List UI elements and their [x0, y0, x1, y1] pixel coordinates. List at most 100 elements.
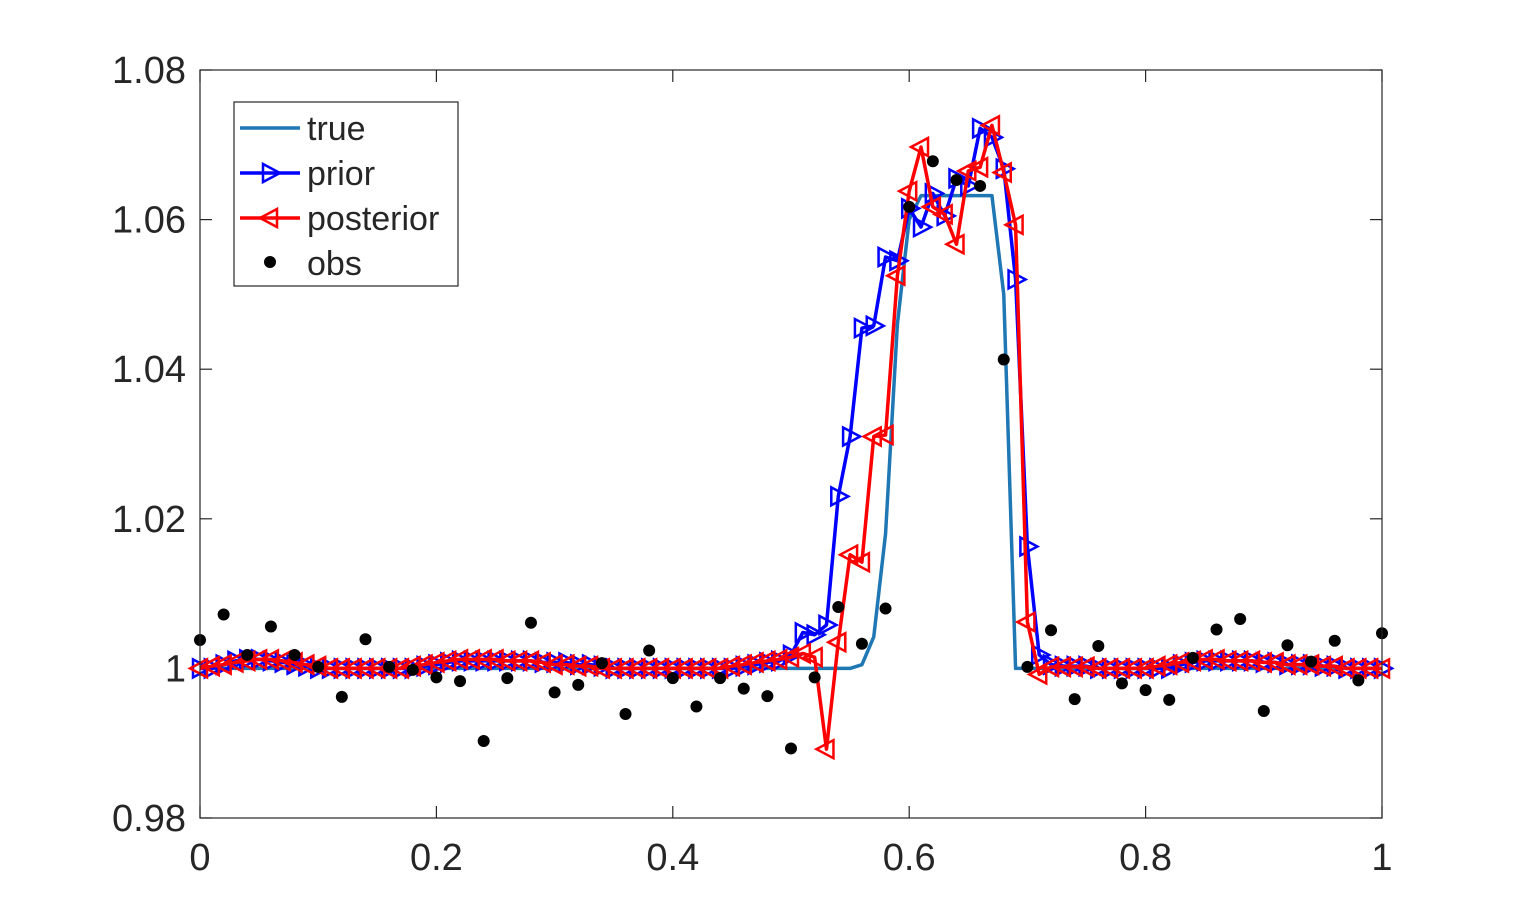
data-point-obs: [1234, 613, 1247, 626]
data-point-obs: [879, 602, 892, 615]
data-point-obs: [1186, 651, 1199, 664]
data-point-obs: [619, 708, 632, 721]
data-point-posterior: [1038, 655, 1060, 678]
data-point-posterior: [1345, 657, 1367, 680]
data-point-obs: [572, 678, 585, 691]
data-point-obs: [1139, 684, 1152, 697]
data-point-obs: [1092, 639, 1105, 652]
series-posterior: [187, 114, 1391, 761]
data-point-obs: [477, 734, 490, 747]
data-point-posterior: [920, 195, 942, 218]
data-point-posterior: [1251, 651, 1273, 674]
legend-label-true: true: [307, 110, 366, 148]
legend-marker-obs: [264, 256, 276, 268]
data-point-obs: [1115, 677, 1128, 690]
data-point-obs: [359, 633, 372, 646]
data-point-obs: [501, 672, 514, 685]
y-tick-label: 1.02: [112, 499, 186, 541]
legend-label-obs: obs: [307, 245, 362, 283]
legend-marker-prior: [261, 161, 283, 185]
data-point-posterior: [849, 551, 871, 574]
data-point-prior: [1030, 643, 1052, 667]
data-point-posterior: [541, 653, 563, 676]
data-point-obs: [548, 686, 561, 699]
x-tick-label: 0: [189, 837, 210, 879]
x-axis: 0 0.2 0.4 0.6 0.8 1: [189, 70, 1393, 879]
data-point-posterior: [447, 648, 469, 671]
data-point-obs: [1068, 693, 1081, 706]
data-point-posterior: [352, 657, 374, 680]
data-point-posterior: [1310, 655, 1332, 678]
x-tick-label: 1: [1371, 837, 1392, 879]
data-point-posterior: [1014, 610, 1036, 634]
data-point-prior: [1019, 535, 1041, 558]
data-point-posterior: [1062, 655, 1083, 678]
data-point-prior: [971, 117, 993, 140]
data-point-obs: [903, 200, 916, 213]
data-point-posterior: [1050, 655, 1072, 678]
data-point-posterior: [683, 657, 705, 680]
data-point-obs: [595, 657, 608, 670]
data-point-posterior: [837, 543, 859, 566]
data-point-posterior: [671, 657, 693, 680]
data-point-posterior: [1097, 657, 1119, 680]
data-point-posterior: [1274, 653, 1296, 676]
data-point-obs: [1021, 660, 1034, 673]
data-point-posterior: [329, 657, 351, 680]
data-point-posterior: [624, 657, 646, 680]
data-point-prior: [818, 613, 840, 637]
data-point-obs: [264, 620, 277, 633]
data-point-obs: [926, 155, 939, 168]
data-point-posterior: [695, 657, 717, 680]
data-point-obs: [855, 637, 868, 650]
data-point-obs: [288, 648, 301, 661]
data-point-posterior: [1121, 657, 1143, 680]
data-point-posterior: [471, 648, 492, 671]
plot-frame: [199, 69, 1383, 819]
data-point-prior: [912, 216, 934, 239]
y-tick-label: 1.06: [112, 200, 186, 242]
legend-label-posterior: posterior: [307, 200, 439, 238]
data-point-obs: [785, 742, 797, 755]
data-point-obs: [241, 648, 254, 661]
data-point-obs: [1163, 693, 1176, 706]
data-point-posterior: [1109, 657, 1131, 680]
data-point-posterior: [1369, 657, 1391, 680]
data-point-prior: [841, 425, 863, 448]
data-point-posterior: [979, 114, 1001, 137]
data-point-posterior: [494, 649, 516, 672]
data-point-posterior: [884, 264, 906, 287]
data-point-prior: [806, 623, 828, 646]
legend-item-true: true: [240, 110, 366, 148]
data-point-obs: [974, 179, 987, 192]
data-point-obs: [524, 616, 537, 629]
data-point-obs: [643, 644, 656, 657]
data-point-posterior: [1357, 657, 1379, 680]
data-point-obs: [690, 700, 703, 713]
data-point-obs: [454, 675, 467, 688]
data-point-posterior: [1085, 657, 1107, 680]
legend-item-obs: obs: [264, 245, 362, 283]
legend-item-prior: prior: [240, 155, 375, 193]
data-point-obs: [1210, 623, 1223, 636]
data-point-posterior: [1002, 213, 1024, 236]
data-point-posterior: [506, 649, 528, 672]
data-point-prior: [853, 316, 875, 340]
data-point-posterior: [872, 423, 894, 447]
legend-item-posterior: posterior: [240, 200, 439, 238]
data-point-prior: [877, 245, 899, 269]
data-point-prior: [830, 485, 851, 508]
data-point-posterior: [801, 646, 823, 669]
data-point-posterior: [340, 657, 362, 680]
data-point-posterior: [896, 180, 918, 203]
legend: true prior posterior obs: [233, 101, 459, 287]
data-point-prior: [794, 621, 816, 644]
data-point-posterior: [246, 648, 268, 671]
series-layer: [187, 114, 1395, 761]
data-point-prior: [865, 314, 887, 337]
data-point-posterior: [1192, 648, 1213, 671]
data-point-obs: [714, 672, 727, 685]
x-tick-label: 0.6: [883, 837, 936, 879]
data-point-posterior: [967, 156, 989, 179]
x-tick-label: 0.2: [410, 837, 463, 879]
